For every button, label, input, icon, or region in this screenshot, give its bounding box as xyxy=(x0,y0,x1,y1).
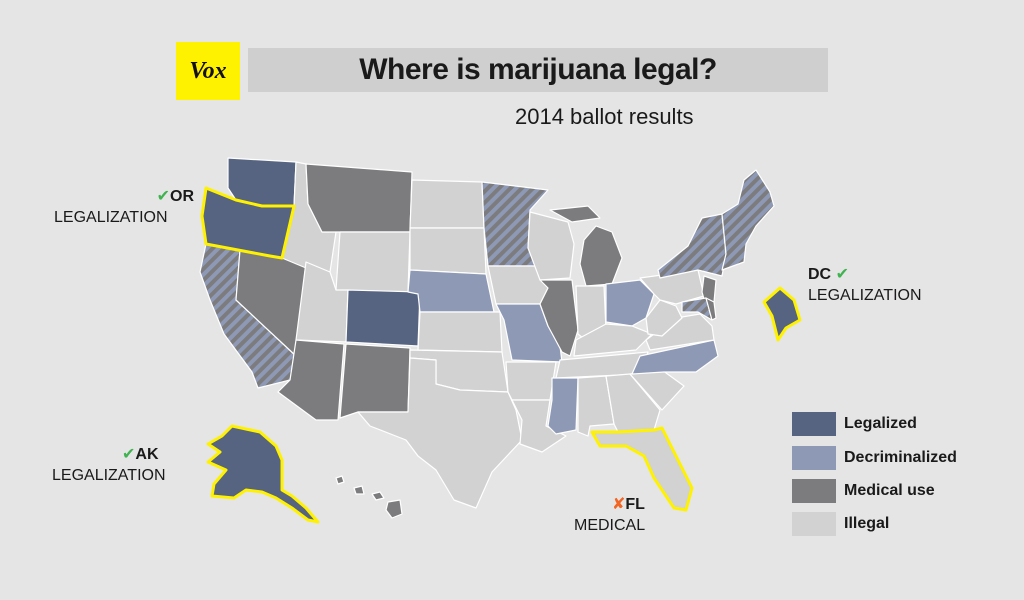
callout-ak: ✔AK LEGALIZATION xyxy=(52,444,166,486)
state-north-dakota xyxy=(409,179,485,229)
page-title: Where is marijuana legal? xyxy=(359,53,717,86)
state-new-york xyxy=(657,213,727,279)
state-delaware xyxy=(705,297,717,321)
vox-logo: Vox xyxy=(176,42,240,100)
legend-label-illegal: Illegal xyxy=(844,515,890,532)
checkmark-icon: ✔ xyxy=(122,446,136,463)
state-hawaii xyxy=(335,475,403,519)
state-texas xyxy=(357,357,523,509)
callout-ak-code: AK xyxy=(135,446,159,463)
state-illinois xyxy=(539,279,579,357)
state-wisconsin xyxy=(527,211,575,281)
callout-or-code: OR xyxy=(170,188,194,205)
state-arizona xyxy=(277,339,345,421)
callout-or: ✔OR LEGALIZATION xyxy=(54,186,194,228)
state-alaska xyxy=(206,424,320,524)
state-montana xyxy=(305,163,413,233)
title-bar-background xyxy=(248,48,828,92)
callout-ak-label: LEGALIZATION xyxy=(52,467,166,484)
state-washington xyxy=(227,157,297,207)
legend-swatch-legalized xyxy=(792,412,836,436)
legend-swatch-decriminalized xyxy=(792,446,836,470)
state-nebraska xyxy=(407,269,495,313)
legend-swatch-illegal xyxy=(792,512,836,536)
state-mississippi xyxy=(547,377,579,435)
callout-dc-label: LEGALIZATION xyxy=(808,287,922,304)
page-subtitle: 2014 ballot results xyxy=(515,104,694,129)
callout-or-label: LEGALIZATION xyxy=(54,209,168,226)
callout-fl-code: FL xyxy=(625,496,645,513)
state-kansas xyxy=(417,311,503,353)
state-new-mexico xyxy=(339,343,411,419)
legend-label-decriminalized: Decriminalized xyxy=(844,449,957,466)
checkmark-icon: ✔ xyxy=(835,266,849,283)
state-colorado xyxy=(345,289,421,347)
state-louisiana xyxy=(511,399,567,453)
state-south-dakota xyxy=(409,227,487,275)
state-michigan xyxy=(549,205,623,287)
legend-label-legalized: Legalized xyxy=(844,415,917,432)
state-arkansas xyxy=(505,361,557,401)
legend-label-medical: Medical use xyxy=(844,482,935,499)
callout-fl-label: MEDICAL xyxy=(574,517,646,534)
callout-dc-code: DC xyxy=(808,266,832,283)
callout-dc: DC ✔ LEGALIZATION xyxy=(808,264,922,306)
state-florida xyxy=(590,426,694,512)
state-district-of-columbia xyxy=(762,286,802,342)
cross-icon: ✘ xyxy=(612,496,626,513)
state-maryland xyxy=(681,297,713,321)
checkmark-icon: ✔ xyxy=(156,188,170,205)
callout-fl: ✘FL MEDICAL xyxy=(574,494,645,536)
state-new-england xyxy=(721,169,775,271)
state-wyoming xyxy=(335,231,411,293)
legend-swatch-medical xyxy=(792,479,836,503)
state-oregon xyxy=(200,186,296,260)
